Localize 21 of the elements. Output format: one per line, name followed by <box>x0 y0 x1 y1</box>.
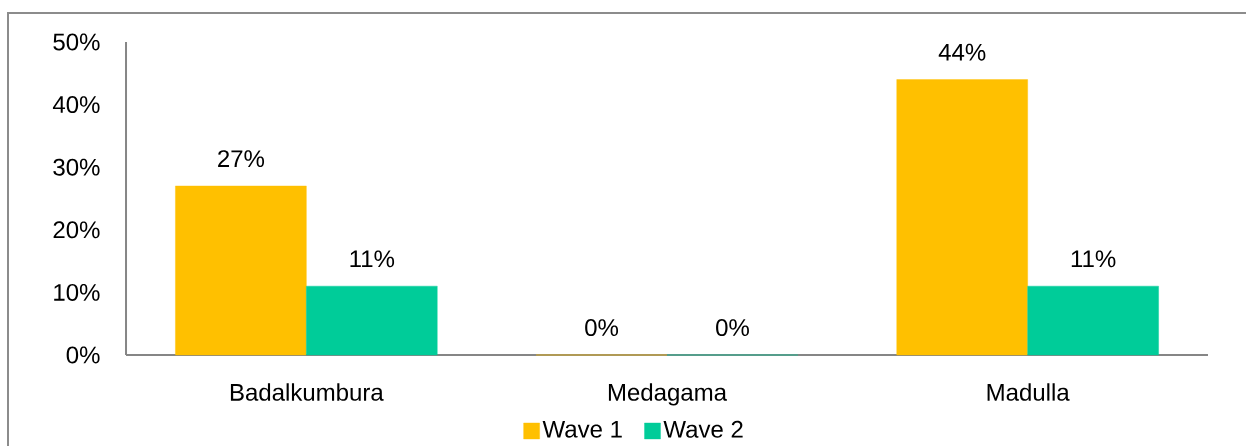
x-tick-label: Madulla <box>987 383 1070 401</box>
y-tick-label: 20% <box>53 221 100 239</box>
bar <box>306 285 438 356</box>
data-label: 0% <box>716 319 749 337</box>
x-tick-label: Medagama <box>608 383 728 406</box>
y-tick-label: 10% <box>54 283 100 301</box>
data-label: 44% <box>938 43 986 61</box>
bar <box>1027 285 1159 356</box>
data-label: 0% <box>585 319 619 337</box>
y-tick-label: 50% <box>53 33 100 51</box>
legend-label: Wave 2 <box>663 420 743 438</box>
bar <box>896 79 1028 356</box>
data-label: 11% <box>1071 250 1116 268</box>
data-label: 11% <box>350 250 395 268</box>
y-tick-label: 30% <box>53 158 100 176</box>
bar <box>175 185 307 356</box>
x-tick-label: Badalkumbura <box>230 383 384 401</box>
y-tick-label: 0% <box>66 346 100 364</box>
y-tick-label: 40% <box>52 96 100 114</box>
legend-label: Wave 1 <box>542 420 622 438</box>
data-label: 27% <box>218 150 265 168</box>
